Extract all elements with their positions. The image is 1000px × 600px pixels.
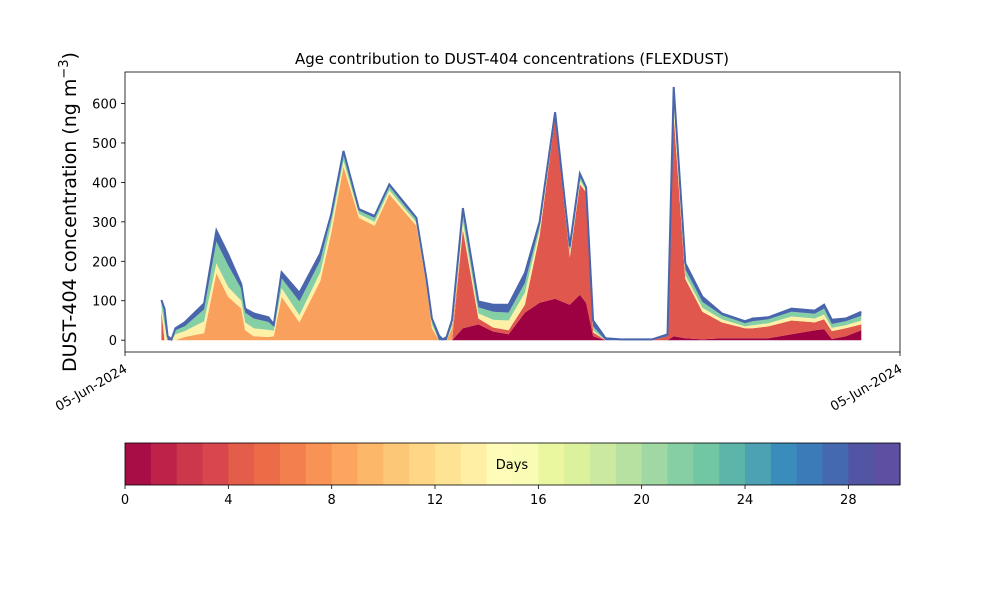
y-tick-label: 500 [92, 137, 117, 152]
colorbar-tick-label: 8 [328, 493, 336, 508]
x-tick-label: 05-Jun-2024 [828, 362, 905, 415]
colorbar-segment [409, 443, 436, 485]
total-line [160, 86, 862, 342]
area-series-0 [161, 294, 862, 341]
colorbar-tick-label: 16 [530, 493, 547, 508]
colorbar-tick-label: 12 [427, 493, 444, 508]
y-axis-ticks: 0 100 200 300 400 500 600 [92, 98, 125, 349]
colorbar [125, 443, 901, 485]
colorbar-segment [150, 443, 178, 485]
colorbar-segment [693, 443, 720, 485]
colorbar-tick-label: 24 [737, 493, 754, 508]
area-series-30 [161, 87, 862, 341]
colorbar-frame [124, 442, 901, 486]
x-axis-ticks: 05-Jun-2024 05-Jun-2024 [53, 352, 905, 415]
colorbar-segment [719, 443, 746, 485]
y-tick-label: 300 [92, 216, 117, 231]
y-tick-label: 600 [92, 98, 117, 113]
colorbar-segment [435, 443, 462, 485]
colorbar-segment [228, 443, 255, 485]
colorbar-label: Days [496, 458, 529, 473]
y-tick-label: 200 [92, 255, 117, 270]
colorbar-segment [512, 443, 539, 485]
y-axis-label-main: DUST-404 concentration (ng m [59, 79, 81, 372]
colorbar-segment [848, 443, 875, 485]
colorbar-segment [770, 443, 798, 485]
colorbar-segment [280, 443, 307, 485]
chart-title: Age contribution to DUST-404 concentrati… [295, 50, 729, 68]
colorbar-tick-label: 4 [224, 493, 232, 508]
colorbar-segment [641, 443, 669, 485]
colorbar-segment [383, 443, 410, 485]
colorbar-segment [202, 443, 229, 485]
y-axis-label-close: ) [59, 52, 81, 59]
colorbar-segment [460, 443, 488, 485]
colorbar-segment [796, 443, 824, 485]
y-axis-label-exponent: −3 [57, 59, 72, 78]
plot-area [160, 86, 862, 342]
colorbar-segment [667, 443, 694, 485]
y-axis-label: DUST-404 concentration (ng m−3) [57, 52, 81, 372]
colorbar-tick-label: 20 [633, 493, 650, 508]
colorbar-segment [874, 443, 901, 485]
y-tick-label: 100 [92, 295, 117, 310]
colorbar-ticks: 0 4 8 12 16 20 24 28 [121, 485, 857, 508]
colorbar-segment [357, 443, 384, 485]
colorbar-segment [254, 443, 281, 485]
area-series-24 [161, 95, 862, 341]
area-series-12 [161, 115, 862, 341]
colorbar-segment [745, 443, 772, 485]
colorbar-segment [331, 443, 359, 485]
colorbar-segment [590, 443, 617, 485]
colorbar-segment [486, 443, 514, 485]
axes-frame [124, 71, 901, 353]
area-series-6 [161, 115, 862, 341]
colorbar-segment [564, 443, 591, 485]
colorbar-tick-label: 0 [121, 493, 129, 508]
y-tick-label: 400 [92, 176, 117, 191]
colorbar-segment [615, 443, 643, 485]
colorbar-segment [176, 443, 204, 485]
y-tick-label: 0 [109, 334, 117, 349]
colorbar-tick-label: 28 [840, 493, 857, 508]
colorbar-segment [305, 443, 333, 485]
colorbar-segment [538, 443, 565, 485]
colorbar-segment [822, 443, 849, 485]
colorbar-segment [125, 443, 152, 485]
